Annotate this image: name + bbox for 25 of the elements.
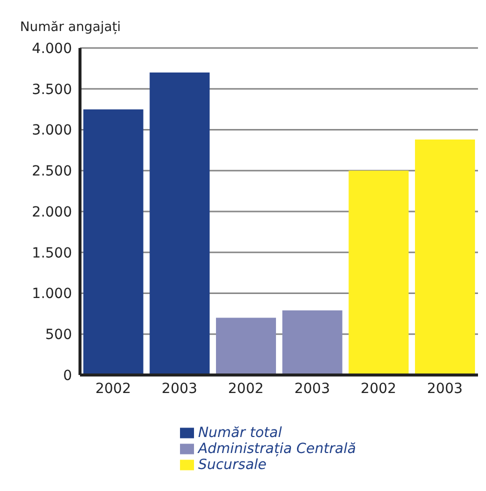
y-axis-title: Număr angajați: [20, 20, 121, 35]
y-tick-label: 0: [63, 368, 72, 384]
y-tick-label: 3.000: [32, 122, 72, 139]
bar: [83, 109, 144, 375]
x-tick-label: 2003: [294, 380, 330, 397]
legend-label: Administrația Centrală: [198, 441, 356, 457]
bar: [414, 140, 475, 375]
y-tick-label: 3.500: [32, 82, 72, 98]
bar: [348, 170, 409, 375]
x-tick-label: 2002: [360, 380, 396, 397]
y-tick-label: 4.000: [32, 40, 72, 57]
y-tick-label: 1.000: [32, 286, 72, 302]
y-tick-label: 1.500: [32, 245, 72, 262]
y-tick-label: 2.500: [32, 164, 72, 180]
bar: [150, 72, 210, 375]
y-tick-label: 2.000: [32, 204, 72, 220]
legend-label: Sucursale: [198, 457, 267, 473]
legend-label: Număr total: [198, 425, 282, 441]
x-tick-label: 2003: [427, 380, 463, 397]
bar: [282, 310, 342, 375]
x-tick-label: 2002: [228, 380, 264, 397]
bar: [216, 318, 276, 375]
y-tick-label: 500: [45, 327, 72, 344]
x-tick-label: 2003: [162, 380, 198, 397]
x-tick-label: 2002: [95, 380, 131, 397]
